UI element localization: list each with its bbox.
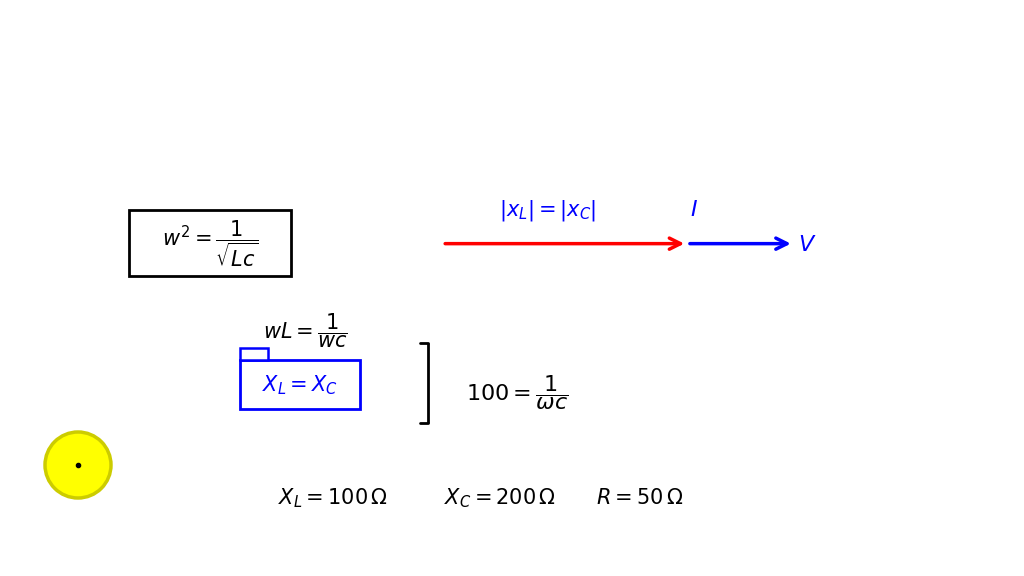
Text: $100 = \dfrac{1}{\omega c}$: $100 = \dfrac{1}{\omega c}$ [466, 373, 568, 412]
Text: $I$: $I$ [690, 200, 698, 220]
Text: $X_L = 100\,\Omega$: $X_L = 100\,\Omega$ [278, 487, 388, 510]
Bar [240, 347, 268, 361]
Text: $w^2 = \dfrac{1}{\sqrt{Lc}}$: $w^2 = \dfrac{1}{\sqrt{Lc}}$ [162, 218, 258, 268]
Text: $V$: $V$ [798, 235, 816, 255]
Bar [240, 361, 360, 409]
Bar [129, 210, 291, 276]
Text: $|x_L| = |x_C|$: $|x_L| = |x_C|$ [499, 198, 597, 223]
Circle shape [45, 432, 111, 498]
Text: $R = 50\,\Omega$: $R = 50\,\Omega$ [596, 488, 684, 508]
Text: $wL = \dfrac{1}{wc}$: $wL = \dfrac{1}{wc}$ [263, 312, 347, 350]
Text: $X_L = X_C$: $X_L = X_C$ [262, 373, 338, 396]
Text: $X_C = 200\,\Omega$: $X_C = 200\,\Omega$ [443, 487, 556, 510]
